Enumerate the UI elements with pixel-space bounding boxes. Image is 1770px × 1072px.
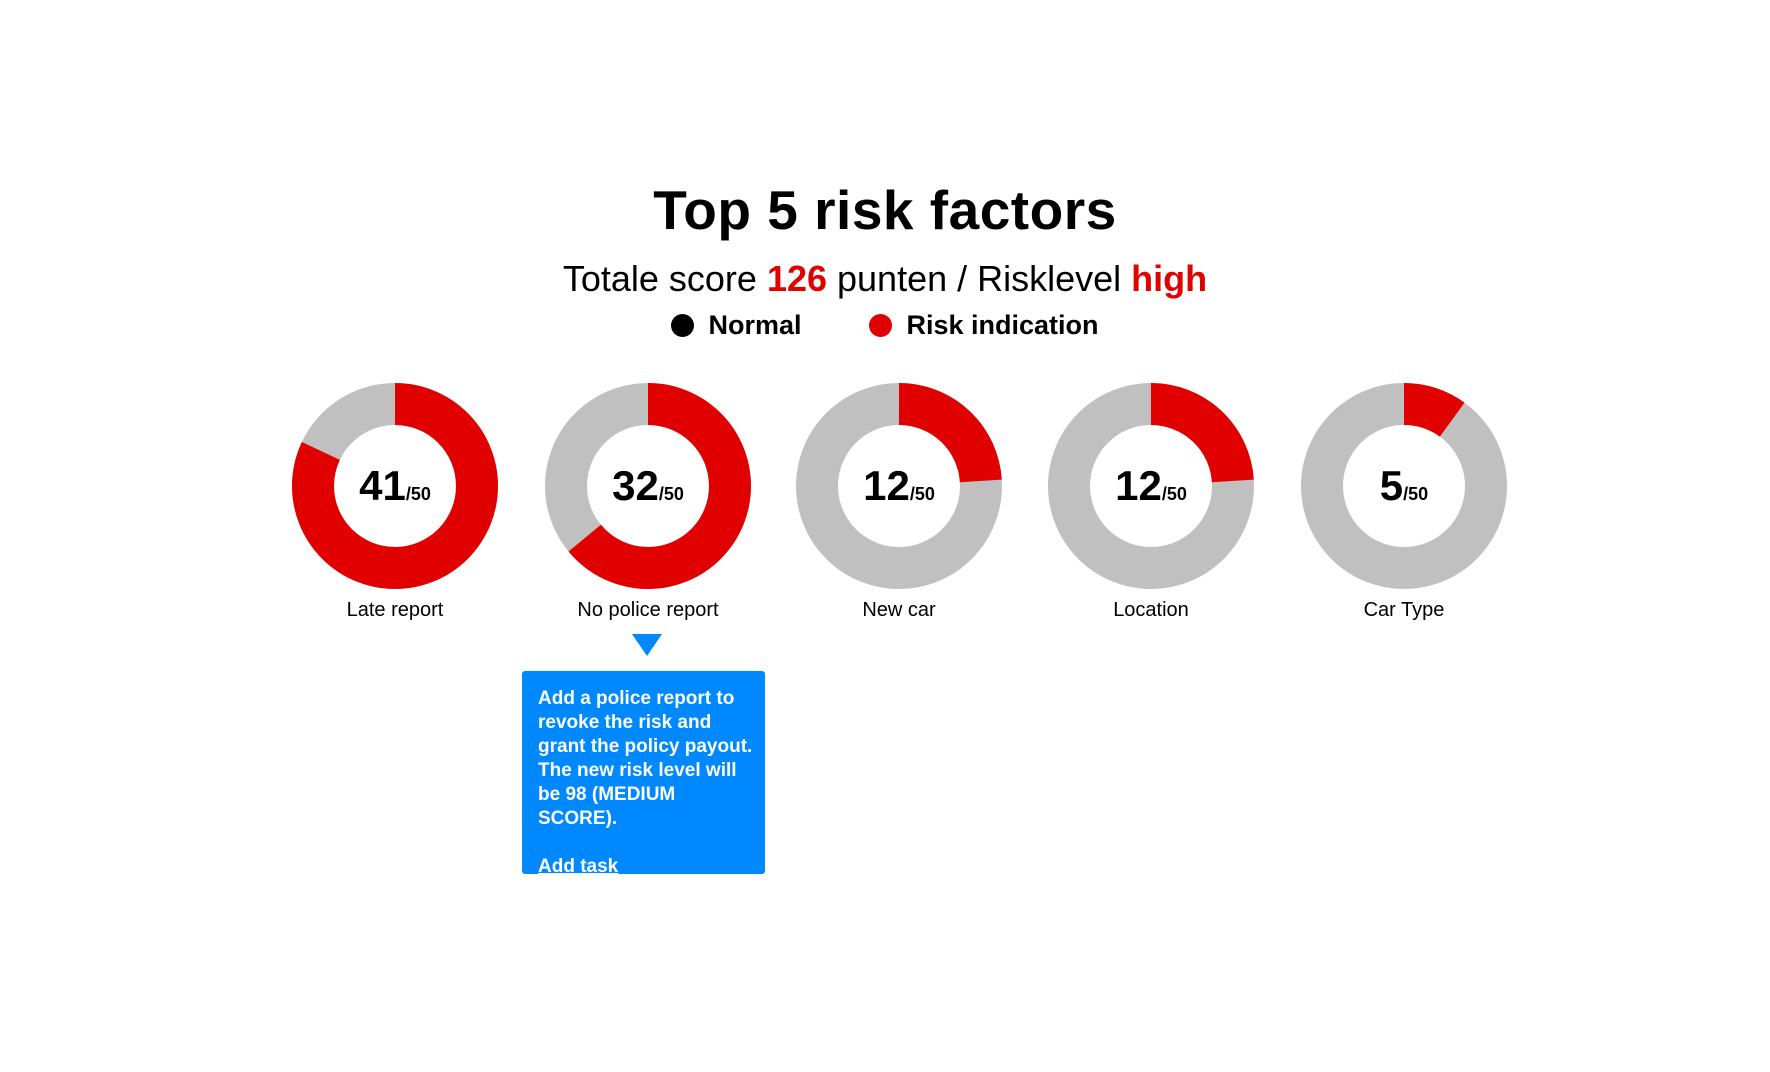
- donut-max-car-type: /50: [1403, 484, 1428, 504]
- donut-risk-arc-car-type: [1301, 383, 1507, 589]
- donut-label-car-type: Car Type: [1363, 599, 1445, 621]
- legend: Normal Risk indication: [0, 310, 1770, 341]
- donut-risk-arc-late-report: [292, 383, 498, 589]
- donut-svg-car-type: 5/50: [1301, 383, 1507, 589]
- add-task-link[interactable]: Add task: [538, 856, 619, 877]
- donut-risk-arc-location: [1048, 383, 1254, 589]
- legend-label-normal: Normal: [708, 310, 802, 340]
- donut-label-new-car: New car: [862, 599, 936, 621]
- page-title: Top 5 risk factors: [653, 179, 1117, 241]
- donut-score-no-police-report: 32: [612, 462, 659, 509]
- risk-level: high: [1131, 258, 1208, 299]
- legend-item-normal: Normal: [671, 310, 801, 341]
- donut-value-location: 12/50: [1115, 462, 1187, 509]
- donut-max-late-report: /50: [406, 484, 431, 504]
- donut-max-location: /50: [1162, 484, 1187, 504]
- donut-max-no-police-report: /50: [659, 484, 684, 504]
- donut-svg-no-police-report: 32/50: [545, 383, 751, 589]
- legend-dot-normal: [671, 314, 695, 337]
- donut-score-new-car: 12: [863, 462, 910, 509]
- tooltip-text: Add a police report to revoke the risk a…: [538, 688, 753, 829]
- donut-no-police-report[interactable]: 32/50 No police report: [545, 383, 751, 622]
- score-prefix: Totale score: [562, 258, 767, 299]
- legend-item-risk: Risk indication: [869, 310, 1099, 341]
- score-summary: Totale score 126 punten / Risklevel high: [0, 258, 1770, 300]
- donut-svg-location: 12/50: [1048, 383, 1254, 589]
- legend-dot-risk: [869, 314, 893, 337]
- risk-tooltip: Add a police report to revoke the risk a…: [522, 671, 765, 877]
- total-score: 126: [766, 258, 828, 299]
- donut-location[interactable]: 12/50 Location: [1048, 383, 1254, 622]
- donut-value-car-type: 5/50: [1380, 462, 1428, 509]
- donut-label-no-police-report: No police report: [577, 599, 719, 621]
- legend-label-risk: Risk indication: [906, 310, 1099, 340]
- donut-score-location: 12: [1115, 462, 1162, 509]
- donut-max-new-car: /50: [910, 484, 935, 504]
- tooltip-arrow: [632, 634, 662, 656]
- donut-late-report[interactable]: 41/50 Late report: [292, 383, 498, 622]
- donut-svg-late-report: 41/50: [292, 383, 498, 589]
- donut-risk-arc-new-car: [796, 383, 1002, 589]
- donut-value-new-car: 12/50: [863, 462, 935, 509]
- donut-new-car[interactable]: 12/50 New car: [796, 383, 1002, 622]
- score-middle: punten / Risklevel: [827, 258, 1132, 299]
- donut-score-late-report: 41: [359, 462, 406, 509]
- donut-score-car-type: 5: [1380, 462, 1403, 509]
- donut-label-location: Location: [1113, 599, 1189, 621]
- donut-label-late-report: Late report: [346, 599, 444, 621]
- donut-car-type[interactable]: 5/50 Car Type: [1301, 383, 1507, 622]
- donut-value-no-police-report: 32/50: [612, 462, 684, 509]
- donut-risk-arc-no-police-report: [545, 383, 751, 589]
- donut-value-late-report: 41/50: [359, 462, 431, 509]
- donut-svg-new-car: 12/50: [796, 383, 1002, 589]
